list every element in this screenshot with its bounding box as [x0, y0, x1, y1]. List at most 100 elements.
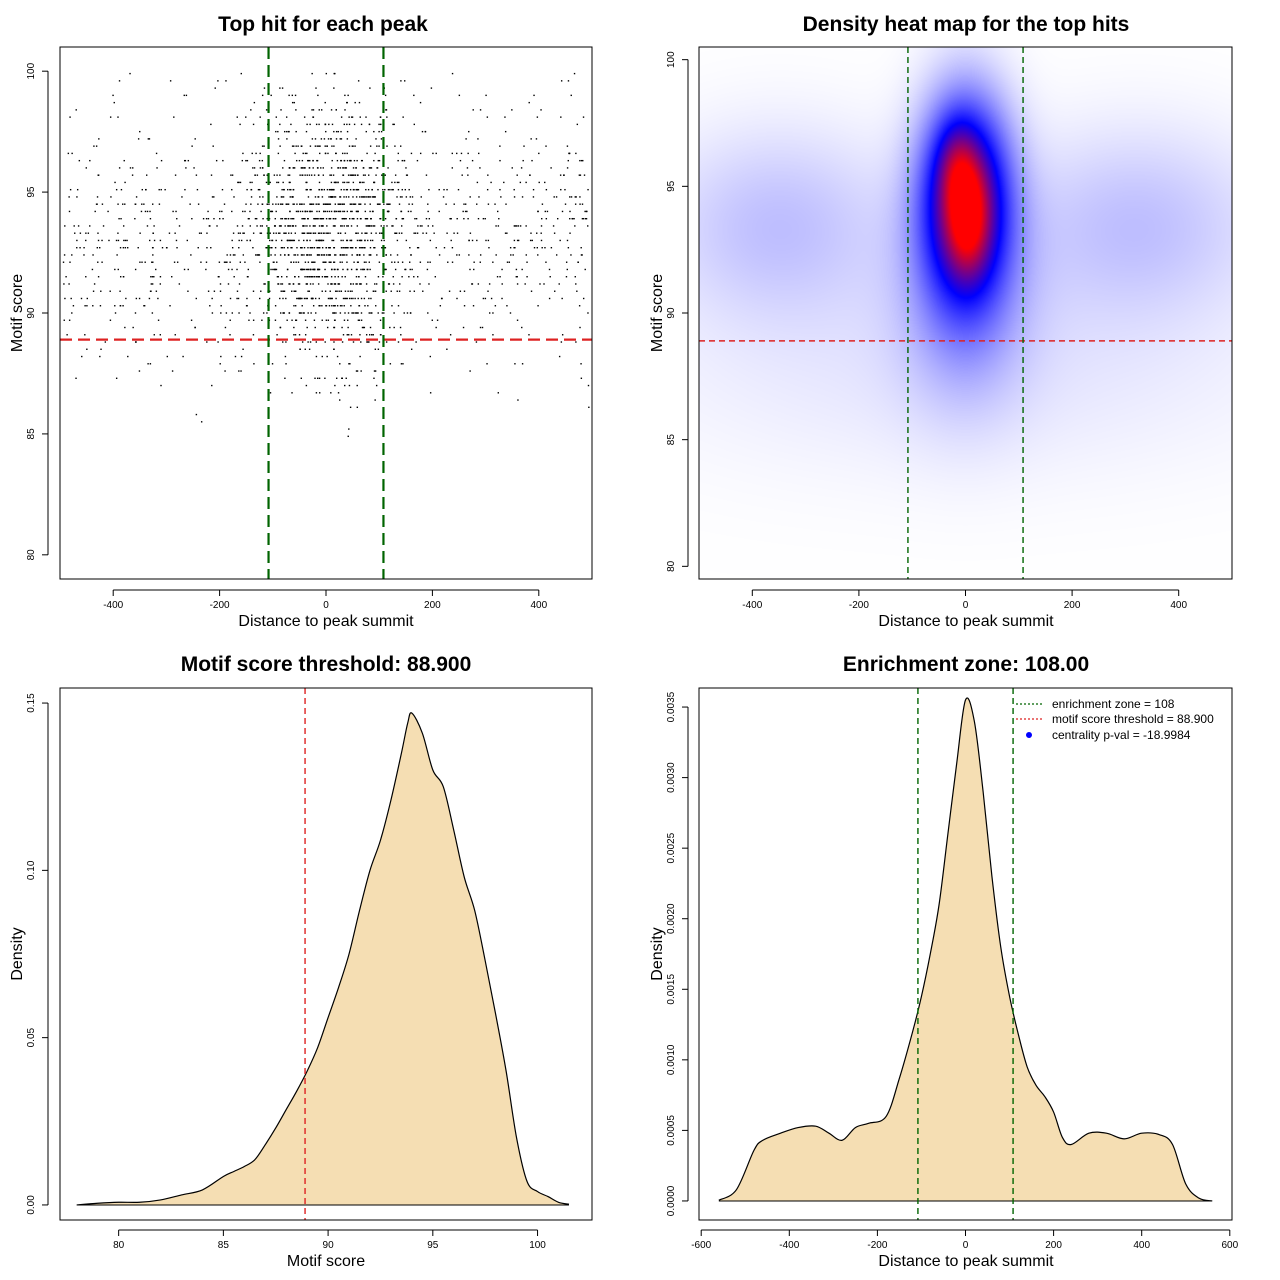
scatter-point	[321, 276, 324, 278]
scatter-point	[290, 232, 293, 234]
scatter-point	[334, 210, 336, 213]
scatter-point	[160, 188, 162, 191]
scatter-point	[579, 326, 581, 329]
scatter-point	[124, 326, 126, 329]
scatter-point	[211, 312, 214, 314]
scatter-point	[385, 109, 387, 111]
scatter-point	[257, 254, 259, 256]
scatter-point	[320, 167, 322, 169]
scatter-point	[226, 261, 228, 263]
scatter-point	[283, 312, 285, 314]
scatter-point	[141, 203, 143, 205]
scatter-point	[310, 312, 312, 314]
scatter-point	[157, 319, 160, 321]
scatter-point	[387, 188, 390, 191]
scatter-point	[126, 247, 129, 249]
scatter-point	[311, 210, 313, 213]
scatter-point	[273, 174, 276, 176]
scatter-point	[342, 268, 344, 271]
scatter-point	[205, 217, 208, 220]
scatter-point	[135, 196, 138, 198]
scatter-point	[557, 217, 559, 220]
scatter-point	[363, 247, 365, 249]
scatter-point	[288, 94, 290, 97]
scatter-point	[349, 188, 352, 191]
scatter-point	[295, 109, 297, 111]
scatter-point	[269, 232, 271, 234]
scatter-point	[432, 152, 434, 155]
scatter-point	[456, 217, 458, 220]
scatter-point	[540, 239, 543, 242]
scatter-point	[212, 145, 214, 147]
scatter-point	[490, 181, 492, 184]
scatter-point	[408, 188, 410, 191]
scatter-point	[351, 254, 353, 256]
scatter-point	[282, 341, 284, 343]
scatter-point	[276, 196, 278, 198]
scatter-point	[362, 326, 365, 329]
scatter-point	[222, 217, 224, 220]
scatter-point	[196, 188, 199, 191]
scatter-point	[282, 312, 284, 314]
scatter-point	[284, 130, 286, 133]
scatter-point	[278, 225, 281, 227]
scatter-point	[580, 247, 582, 249]
scatter-point	[238, 283, 241, 285]
scatter-point	[153, 239, 156, 242]
scatter-point	[249, 181, 251, 184]
scatter-point	[548, 297, 551, 300]
scatter-point	[284, 254, 286, 256]
scatter-point	[322, 225, 324, 227]
scatter-point	[456, 232, 459, 234]
scatter-point	[497, 210, 499, 213]
scatter-y-label: Motif score	[9, 274, 26, 352]
scatter-point	[577, 261, 579, 263]
scatter-point	[299, 312, 301, 314]
scatter-point	[259, 232, 261, 234]
scatter-point	[363, 268, 366, 271]
scatter-point	[544, 181, 546, 184]
scatter-point	[354, 312, 356, 314]
scatter-point	[355, 276, 358, 278]
score-density-y-label: Density	[9, 927, 26, 980]
scatter-point	[298, 334, 301, 336]
scatter-point	[402, 116, 404, 118]
scatter-point	[87, 232, 90, 234]
scatter-point	[231, 188, 233, 191]
heatmap-x-label: Distance to peak summit	[878, 613, 1054, 630]
scatter-point	[346, 101, 348, 104]
scatter-point	[178, 225, 181, 227]
scatter-point	[349, 174, 352, 176]
scatter-point	[266, 174, 268, 176]
scatter-point	[385, 254, 387, 256]
scatter-point	[341, 276, 343, 278]
scatter-point	[318, 123, 320, 126]
scatter-point	[569, 217, 571, 220]
scatter-point	[351, 312, 353, 314]
scatter-point	[149, 363, 152, 365]
scatter-point	[564, 203, 567, 205]
scatter-point	[301, 217, 303, 220]
scatter-point	[367, 239, 369, 242]
scatter-point	[321, 290, 323, 292]
scatter-point	[422, 290, 424, 292]
scatter-point	[311, 72, 313, 75]
scatter-point	[229, 297, 232, 300]
scatter-point	[122, 225, 125, 227]
scatter-point	[315, 217, 317, 220]
scatter-point	[315, 392, 318, 394]
scatter-point	[144, 261, 146, 263]
scatter-point	[210, 247, 212, 249]
scatter-point	[358, 319, 361, 321]
scatter-point	[398, 232, 401, 234]
scatter-point	[292, 167, 294, 169]
heatmap-x-axis: -400 -200 0 200 400	[742, 589, 1187, 611]
scatter-point	[331, 145, 333, 147]
scatter-point	[554, 290, 556, 292]
scatter-point	[68, 319, 71, 321]
scatter-point	[217, 341, 219, 343]
scatter-point	[262, 217, 264, 220]
scatter-point	[309, 188, 311, 191]
scatter-point	[291, 392, 293, 394]
scatter-point	[578, 174, 581, 176]
